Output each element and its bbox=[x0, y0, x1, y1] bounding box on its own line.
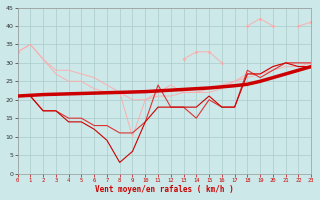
X-axis label: Vent moyen/en rafales ( km/h ): Vent moyen/en rafales ( km/h ) bbox=[95, 185, 234, 194]
